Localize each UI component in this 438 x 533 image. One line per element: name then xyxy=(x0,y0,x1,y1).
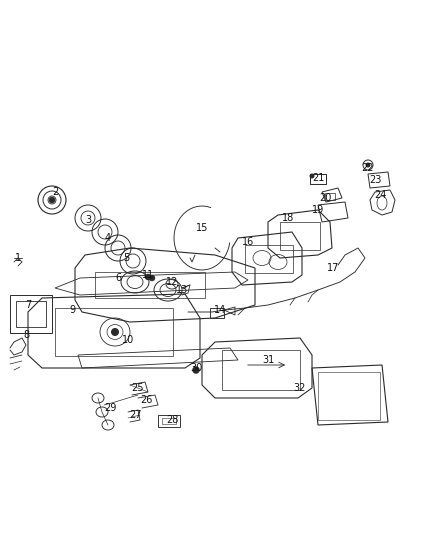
Bar xyxy=(158,415,180,427)
Circle shape xyxy=(310,174,314,179)
Text: 14: 14 xyxy=(214,305,226,315)
Text: 4: 4 xyxy=(105,233,111,243)
Text: 13: 13 xyxy=(176,285,188,295)
Bar xyxy=(280,222,320,250)
Text: 26: 26 xyxy=(140,395,152,405)
Bar xyxy=(16,301,46,327)
Circle shape xyxy=(111,328,119,336)
Text: 17: 17 xyxy=(327,263,339,273)
Bar xyxy=(10,295,52,333)
Text: 25: 25 xyxy=(132,383,144,393)
Bar xyxy=(222,350,300,390)
Text: 31: 31 xyxy=(262,355,274,365)
Text: 16: 16 xyxy=(242,237,254,247)
Text: 7: 7 xyxy=(25,300,31,310)
Bar xyxy=(318,372,380,420)
Text: 10: 10 xyxy=(122,335,134,345)
Text: 11: 11 xyxy=(142,270,154,280)
Circle shape xyxy=(149,275,155,281)
Text: 6: 6 xyxy=(115,273,121,283)
Text: 19: 19 xyxy=(312,205,324,215)
Text: 20: 20 xyxy=(319,193,331,203)
Text: 23: 23 xyxy=(369,175,381,185)
Text: 2: 2 xyxy=(52,187,58,197)
Bar xyxy=(55,308,173,356)
Text: 28: 28 xyxy=(166,415,178,425)
Circle shape xyxy=(49,197,55,203)
Bar xyxy=(325,193,335,200)
Text: 3: 3 xyxy=(85,215,91,225)
Bar xyxy=(245,245,293,273)
Bar xyxy=(310,174,326,184)
Bar xyxy=(210,308,224,318)
Text: 12: 12 xyxy=(166,277,178,287)
Text: 9: 9 xyxy=(69,305,75,315)
Text: 18: 18 xyxy=(282,213,294,223)
Text: 30: 30 xyxy=(190,363,202,373)
Text: 24: 24 xyxy=(374,190,386,200)
Text: 8: 8 xyxy=(23,330,29,340)
Text: 21: 21 xyxy=(312,173,324,183)
Circle shape xyxy=(365,163,371,167)
Text: 32: 32 xyxy=(294,383,306,393)
Text: 22: 22 xyxy=(362,163,374,173)
Circle shape xyxy=(145,274,151,280)
Text: 15: 15 xyxy=(196,223,208,233)
Text: 5: 5 xyxy=(123,253,129,263)
Circle shape xyxy=(192,367,199,374)
Text: 27: 27 xyxy=(130,410,142,420)
Text: 1: 1 xyxy=(15,253,21,263)
Bar xyxy=(162,418,176,424)
Text: 29: 29 xyxy=(104,403,116,413)
